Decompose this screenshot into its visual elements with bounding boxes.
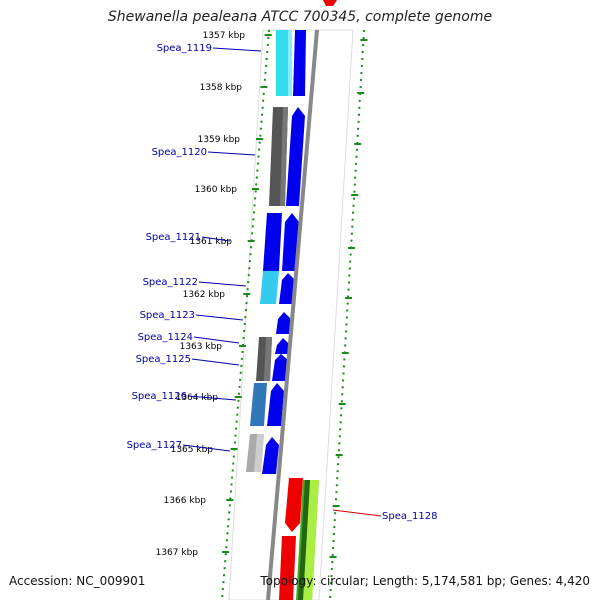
gene-label[interactable]: Spea_1121 — [146, 232, 201, 243]
outer-scale — [329, 39, 368, 558]
tick-labels: 1357 kbp 1358 kbp 1359 kbp 1360 kbp 1361 kbp… — [156, 31, 272, 558]
cds-arrow — [279, 273, 295, 304]
cog-block — [298, 480, 310, 600]
gene-label[interactable]: Spea_1123 — [140, 310, 195, 321]
accession-text: Accession: NC_009901 — [9, 574, 146, 588]
gene-leader-line — [207, 151, 256, 156]
genome-backbone — [266, 29, 319, 600]
cog-block — [280, 107, 288, 206]
cds-arrow — [267, 383, 284, 426]
cog-block — [263, 213, 282, 271]
tick-label: 1361 kbp — [190, 237, 233, 247]
cds-arrow — [285, 478, 303, 532]
tick-label: 1362 kbp — [183, 290, 226, 300]
cog-ring — [246, 30, 292, 472]
tick-label: 1367 kbp — [156, 548, 199, 558]
tick-label: 1363 kbp — [180, 342, 223, 352]
gene-leader-line — [201, 236, 231, 242]
cog-block — [254, 434, 264, 472]
gene-leader-line — [187, 395, 237, 401]
tick-label: 1358 kbp — [200, 83, 243, 93]
gene-label[interactable]: Spea_1128 — [382, 511, 437, 522]
cds-arrow — [275, 338, 290, 354]
gene-label[interactable]: Spea_1119 — [157, 43, 212, 54]
cds-arrow — [323, 0, 337, 6]
tick-label: 1359 kbp — [198, 135, 241, 145]
gene-leader-line — [182, 444, 231, 452]
gene-label[interactable]: Spea_1127 — [127, 440, 182, 451]
tick-label: 1364 kbp — [176, 393, 219, 403]
summary-text: Topology: circular; Length: 5,174,581 bp… — [260, 574, 590, 588]
gene-leader-line — [212, 47, 262, 52]
reverse-cds-ring — [279, 0, 337, 600]
gene-leader-line — [198, 281, 247, 287]
cds-arrow — [286, 107, 305, 206]
gene-label[interactable]: Spea_1124 — [138, 332, 193, 343]
map-title: Shewanella pealeana ATCC 700345, complet… — [107, 9, 493, 25]
gene-leader-line — [195, 314, 244, 321]
cog-ring-right — [296, 480, 319, 600]
gene-leader-line — [191, 358, 240, 366]
cds-arrow — [282, 213, 299, 271]
gene-leader-line — [193, 336, 240, 344]
cog-block — [264, 337, 272, 381]
gene-label[interactable]: Spea_1122 — [143, 277, 198, 288]
tick-label: 1360 kbp — [195, 185, 238, 195]
tick-label: 1357 kbp — [203, 31, 246, 41]
cds-arrow — [293, 30, 306, 96]
inner-dotted-ring — [221, 29, 270, 600]
tick-label: 1365 kbp — [171, 445, 214, 455]
cds-arrow — [279, 536, 296, 600]
cds-arrow — [272, 354, 288, 381]
gene-label[interactable]: Spea_1126 — [132, 391, 187, 402]
forward-cds-ring — [262, 30, 306, 474]
tick-label: 1366 kbp — [164, 496, 207, 506]
cds-arrow — [276, 312, 291, 334]
gene-label[interactable]: Spea_1125 — [136, 354, 191, 365]
cog-block — [260, 271, 279, 304]
gene-label[interactable]: Spea_1120 — [152, 147, 207, 158]
cds-arrow — [262, 437, 279, 474]
cog-block — [250, 383, 267, 426]
gene-leader-line — [332, 509, 382, 517]
gene-labels: Spea_1119 Spea_1120 Spea_1121 Spea_1122 Spea… — [127, 43, 438, 522]
cog-block — [288, 30, 292, 96]
cog-block — [303, 480, 319, 600]
